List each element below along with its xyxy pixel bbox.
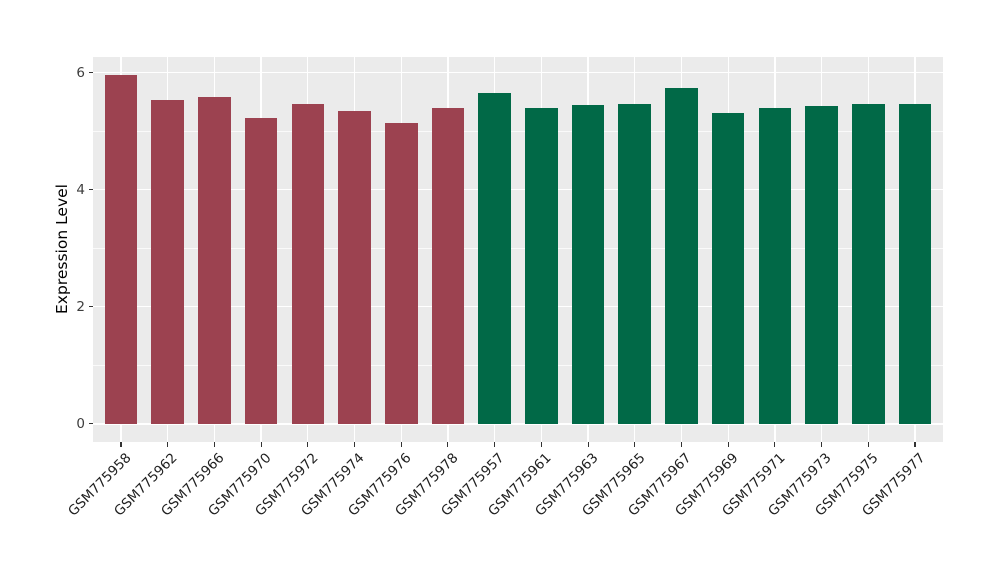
x-tick-mark: [821, 442, 823, 447]
y-tick-label: 0: [76, 415, 85, 432]
x-tick-mark: [307, 442, 309, 447]
bar-GSM775973: [805, 105, 838, 424]
x-tick-mark: [540, 442, 542, 447]
x-tick-mark: [634, 442, 636, 447]
y-tick-mark: [88, 306, 93, 308]
gridline-minor-y: [93, 248, 943, 249]
x-tick-mark: [213, 442, 215, 447]
x-tick-mark: [447, 442, 449, 447]
y-tick-mark: [88, 72, 93, 74]
gridline-major-y: [93, 72, 943, 74]
bar-GSM775970: [244, 117, 278, 424]
x-tick-mark: [774, 442, 776, 447]
bar-GSM775976: [384, 123, 418, 424]
x-tick-mark: [494, 442, 496, 447]
x-tick-mark: [353, 442, 356, 447]
x-tick-mark: [260, 442, 262, 447]
bar-GSM775977: [898, 103, 932, 424]
y-tick-mark: [88, 189, 93, 191]
bar-GSM775957: [478, 92, 511, 424]
bar-GSM775967: [665, 88, 698, 424]
y-tick-label: 4: [76, 181, 85, 198]
x-tick-mark: [914, 442, 916, 447]
y-tick-mark: [88, 423, 93, 425]
y-axis-title: Expression Level: [53, 184, 71, 314]
bar-GSM775962: [151, 99, 185, 424]
x-tick-mark: [867, 442, 869, 447]
bar-GSM775975: [851, 103, 885, 424]
bar-GSM775965: [618, 103, 652, 424]
bar-GSM775978: [431, 107, 465, 424]
gridline-major-y: [93, 189, 943, 191]
gridline-minor-y: [93, 131, 943, 132]
y-tick-label: 2: [76, 298, 85, 315]
bar-GSM775974: [338, 110, 371, 424]
x-tick-mark: [167, 442, 169, 447]
gridline-minor-y: [93, 365, 943, 366]
gridline-major-y: [93, 423, 943, 425]
x-tick-mark: [727, 442, 729, 447]
x-tick-mark: [400, 442, 402, 447]
bar-GSM775971: [758, 107, 792, 424]
bar-GSM775958: [104, 75, 138, 424]
bar-GSM775963: [571, 105, 605, 424]
x-tick-mark: [587, 442, 589, 447]
bar-GSM775972: [291, 103, 325, 424]
plot-panel: [93, 57, 943, 442]
bar-GSM775969: [711, 113, 745, 424]
x-tick-mark: [680, 442, 683, 447]
bar-GSM775961: [525, 107, 558, 424]
gridline-major-y: [93, 306, 943, 308]
x-tick-mark: [120, 442, 122, 447]
bar-GSM775966: [198, 97, 231, 424]
y-tick-label: 6: [76, 64, 85, 81]
panel-background: [93, 57, 943, 442]
